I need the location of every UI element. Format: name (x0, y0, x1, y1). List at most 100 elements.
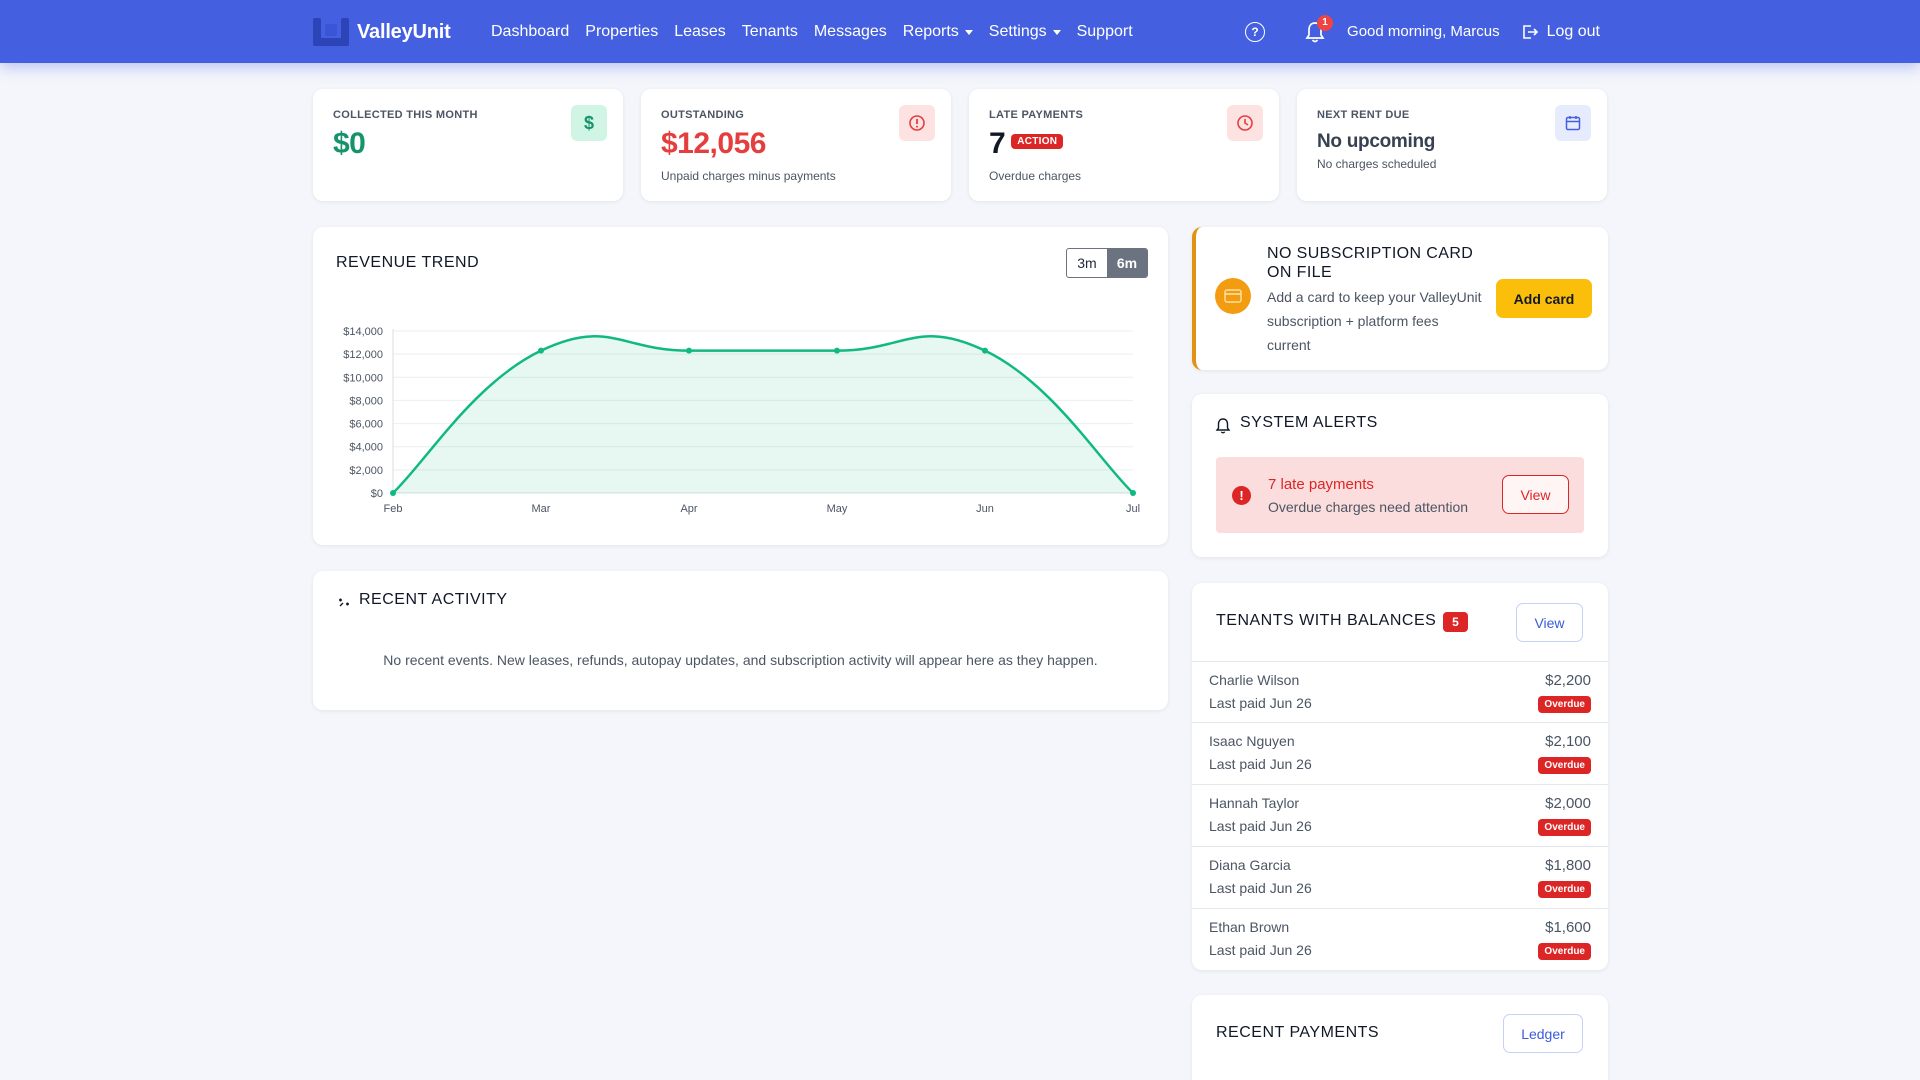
nav-leases[interactable]: Leases (674, 22, 726, 40)
alert-view-button[interactable]: View (1502, 475, 1569, 514)
overdue-badge: Overdue (1538, 943, 1591, 960)
nav-dashboard[interactable]: Dashboard (491, 22, 570, 40)
subscription-message: Add a card to keep your ValleyUnit subsc… (1267, 285, 1482, 357)
subscription-line: subscription + platform fees (1267, 313, 1439, 329)
subscription-line: Add a card to keep your ValleyUnit (1267, 289, 1482, 305)
stat-label: NEXT RENT DUE (1317, 109, 1410, 121)
brand-name: ValleyUnit (357, 20, 451, 43)
notifications-button[interactable]: 1 (1305, 14, 1334, 43)
y-tick-label: $6,000 (349, 419, 383, 431)
stat-label: OUTSTANDING (661, 109, 745, 121)
revenue-series-line (392, 335, 1134, 494)
stat-sub: Overdue charges (989, 169, 1082, 183)
nav-messages[interactable]: Messages (813, 22, 887, 40)
stat-value: $12,056 (661, 127, 766, 160)
tenant-balance-row[interactable]: Diana Garcia Last paid Jun 26 $1,800 Ove… (1192, 847, 1608, 909)
tenant-last-paid: Last paid Jun 26 (1209, 695, 1312, 711)
nav-user-area: ? 1 Good morning, Marcus Log out (1245, 0, 1600, 63)
subscription-line: current (1267, 337, 1311, 353)
nav-support[interactable]: Support (1076, 22, 1133, 40)
activity-empty-message: No recent events. New leases, refunds, a… (383, 652, 1098, 668)
logout-button[interactable]: Log out (1522, 23, 1600, 41)
stat-label: LATE PAYMENTS (989, 109, 1084, 121)
tenant-balance-amount: $2,100 (1545, 733, 1591, 750)
help-icon[interactable]: ? (1245, 21, 1266, 42)
section-title: RECENT ACTIVITY (359, 591, 508, 608)
main-nav: Dashboard Properties Leases Tenants Mess… (483, 0, 1141, 63)
overdue-badge: Overdue (1538, 881, 1591, 898)
x-tick-label: May (827, 503, 848, 515)
section-title: TENANTS WITH BALANCES (1216, 612, 1437, 629)
y-tick-label: $10,000 (343, 372, 383, 384)
tenant-balance-row[interactable]: Ethan Brown Last paid Jun 26 $1,600 Over… (1192, 909, 1608, 971)
error-icon: ! (1232, 486, 1251, 505)
action-badge: ACTION (1011, 133, 1064, 149)
alert-circle-icon (899, 105, 935, 141)
x-tick-label: Jul (1126, 503, 1140, 515)
nav-tenants[interactable]: Tenants (741, 22, 798, 40)
stat-card-collected: COLLECTED THIS MONTH $0 $ (313, 89, 623, 201)
revenue-data-point (834, 347, 840, 354)
y-tick-label: $0 (371, 488, 383, 500)
x-tick-label: Feb (384, 503, 403, 515)
nav-properties[interactable]: Properties (585, 22, 659, 40)
stat-label: COLLECTED THIS MONTH (333, 109, 478, 121)
logout-label: Log out (1546, 22, 1600, 40)
brand-logo-icon (313, 18, 349, 46)
overdue-badge: Overdue (1538, 696, 1591, 713)
stat-card-next-rent: NEXT RENT DUE No upcoming No charges sch… (1297, 89, 1607, 201)
credit-card-icon (1215, 278, 1251, 314)
chevron-down-icon (1052, 29, 1061, 35)
chevron-down-icon (964, 29, 973, 35)
top-navbar: ValleyUnit Dashboard Properties Leases T… (0, 0, 1920, 63)
tenant-balance-amount: $2,200 (1545, 672, 1591, 689)
brand[interactable]: ValleyUnit (313, 18, 451, 46)
late-payments-alert: ! 7 late payments Overdue charges need a… (1216, 457, 1584, 533)
tenant-balance-row[interactable]: Charlie Wilson Last paid Jun 26 $2,200 O… (1192, 661, 1608, 723)
y-tick-label: $12,000 (343, 349, 383, 361)
balances-view-button[interactable]: View (1516, 603, 1583, 642)
stat-sub: No charges scheduled (1317, 157, 1437, 171)
tenant-name: Charlie Wilson (1209, 672, 1300, 688)
add-card-button[interactable]: Add card (1496, 279, 1592, 318)
tenant-name: Hannah Taylor (1209, 795, 1300, 811)
revenue-data-point (538, 347, 544, 354)
late-count: 7 (989, 127, 1006, 160)
nav-settings-label: Settings (988, 22, 1047, 40)
alert-subtitle: Overdue charges need attention (1268, 499, 1469, 515)
tenant-balance-row[interactable]: Hannah Taylor Last paid Jun 26 $2,000 Ov… (1192, 785, 1608, 847)
revenue-chart: $0 $2,000 $4,000 $6,000 $8,000 $10,000 $12,000… (343, 326, 1140, 515)
recent-payments-card: RECENT PAYMENTS Ledger (1192, 995, 1608, 1080)
y-tick-label: $14,000 (343, 326, 383, 338)
nav-settings-dropdown[interactable]: Settings (981, 23, 1069, 41)
stat-value: 7 ACTION (989, 127, 1064, 161)
revenue-data-point (686, 347, 692, 354)
notification-count-badge: 1 (1317, 14, 1334, 31)
tenant-last-paid: Last paid Jun 26 (1209, 880, 1312, 896)
x-tick-label: Jun (976, 503, 994, 515)
stat-sub: Unpaid charges minus payments (661, 169, 836, 183)
y-tick-label: $4,000 (349, 442, 383, 454)
stat-value: $0 (333, 127, 366, 160)
overdue-badge: Overdue (1538, 757, 1591, 774)
tenant-name: Isaac Nguyen (1209, 733, 1295, 749)
x-tick-label: Mar (532, 503, 551, 515)
system-alerts-card: SYSTEM ALERTS ! 7 late payments Overdue … (1192, 394, 1608, 557)
range-6m-button[interactable]: 6m (1107, 249, 1147, 277)
nav-reports-dropdown[interactable]: Reports (895, 23, 981, 41)
tenant-balance-amount: $1,600 (1545, 919, 1591, 936)
range-3m-button[interactable]: 3m (1077, 255, 1097, 271)
revenue-data-point (390, 490, 396, 496)
ledger-button[interactable]: Ledger (1503, 1014, 1583, 1053)
tenant-balance-row[interactable]: Isaac Nguyen Last paid Jun 26 $2,100 Ove… (1192, 723, 1608, 785)
y-tick-label: $8,000 (349, 395, 383, 407)
alert-title: 7 late payments (1268, 476, 1374, 493)
stat-card-outstanding: OUTSTANDING $12,056 Unpaid charges minus… (641, 89, 951, 201)
revenue-trend-card: REVENUE TREND $0 $2,000 $4,000 $6,000 $8,000… (313, 227, 1168, 545)
tenant-last-paid: Last paid Jun 26 (1209, 942, 1312, 958)
balances-count-badge: 5 (1443, 612, 1468, 632)
revenue-data-point (1130, 490, 1136, 496)
dollar-icon: $ (571, 105, 607, 141)
x-tick-label: Apr (680, 503, 697, 515)
section-title: SYSTEM ALERTS (1240, 414, 1378, 431)
